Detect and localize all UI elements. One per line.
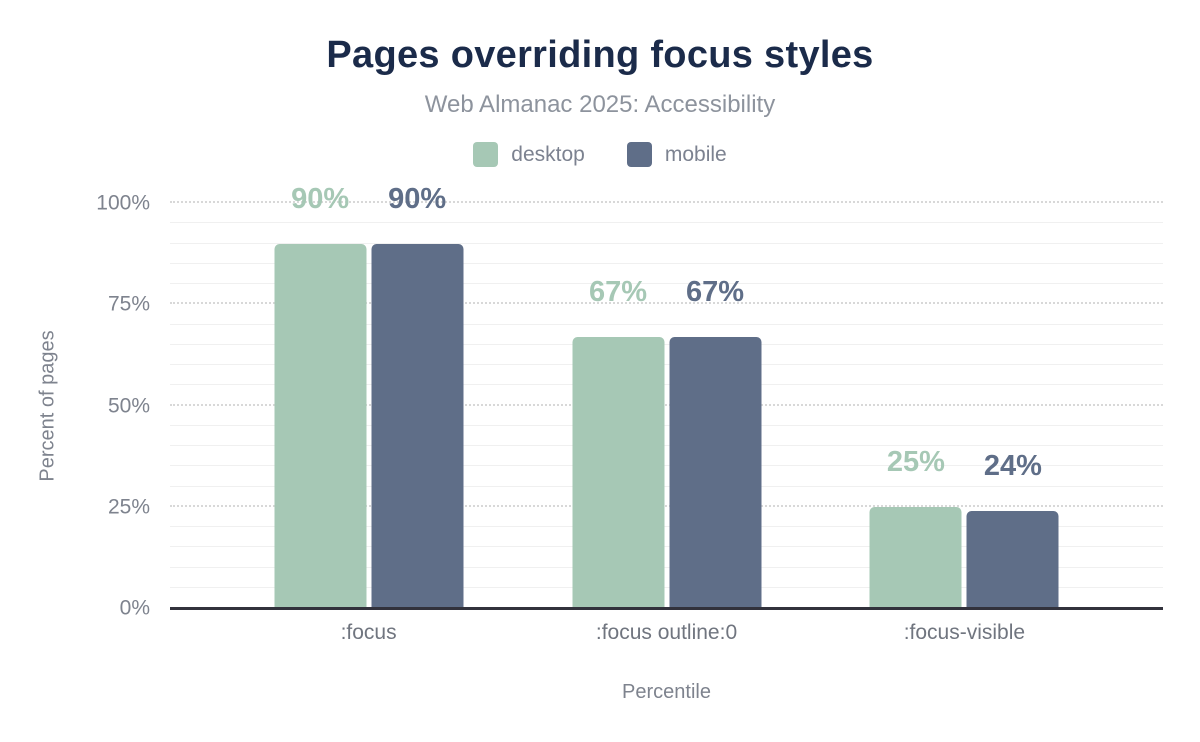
mobile-value-label: 90% (388, 182, 447, 215)
x-axis-category-label: :focus-visible (903, 621, 1026, 644)
chart-title: Pages overriding focus styles (326, 34, 874, 76)
mobile-bar (371, 243, 464, 608)
bar-group: 67% 67% (572, 203, 761, 608)
minor-gridline (170, 586, 1163, 588)
minor-gridline (170, 242, 1163, 244)
desktop-bar-column: 90% (274, 184, 367, 608)
bar-group: 90% 90% (274, 184, 464, 608)
mobile-swatch-icon (626, 142, 652, 167)
y-axis-tick-label: 0% (119, 596, 150, 620)
x-axis-line (170, 607, 1163, 610)
mobile-value-label: 67% (685, 275, 745, 308)
major-gridline (170, 302, 1163, 305)
y-axis-tick-label: 100% (96, 191, 150, 215)
minor-gridline (170, 445, 1163, 446)
mobile-value-label: 24% (983, 449, 1042, 482)
minor-gridline (170, 485, 1163, 487)
y-axis-ticks: 0% 25% 50% 75% 100% (40, 193, 160, 619)
legend: desktop mobile (0, 142, 1200, 167)
minor-gridline (170, 323, 1163, 325)
minor-gridline (170, 222, 1163, 224)
legend-item-mobile[interactable]: mobile (626, 142, 727, 167)
plot-area: 0% 25% 50% 75% 100% 90% 90% :focus 67% 67% :focus… (96, 184, 1163, 644)
mobile-bar-column: 24% (966, 203, 1059, 608)
minor-gridline (170, 465, 1163, 467)
x-axis-category-label: :focus (340, 621, 397, 644)
bar-group: 25% 24% (869, 203, 1059, 608)
desktop-bar (572, 336, 664, 608)
minor-gridline (170, 424, 1163, 426)
mobile-bar-column: 90% (371, 184, 464, 608)
y-axis-tick-label: 25% (107, 495, 150, 519)
desktop-bar-column: 67% (572, 203, 664, 608)
major-gridline (170, 403, 1163, 406)
minor-gridline (170, 546, 1163, 548)
major-gridline (170, 201, 1163, 203)
desktop-value-label: 90% (291, 182, 350, 215)
desktop-swatch-icon (473, 142, 499, 167)
minor-gridline (170, 526, 1163, 527)
desktop-bar (274, 243, 367, 608)
minor-gridline (170, 384, 1163, 386)
x-axis-category-label: :focus outline:0 (595, 621, 738, 644)
mobile-bar-column: 67% (669, 203, 761, 608)
mobile-bar (669, 336, 761, 608)
desktop-value-label: 25% (886, 445, 945, 478)
minor-gridline (170, 343, 1163, 345)
desktop-bar (869, 506, 962, 608)
desktop-bar-column: 25% (869, 203, 962, 608)
minor-gridline (170, 283, 1163, 284)
legend-item-desktop[interactable]: desktop (473, 142, 585, 167)
legend-label: mobile (664, 142, 727, 166)
y-axis-tick-label: 75% (107, 292, 150, 316)
desktop-value-label: 67% (588, 275, 648, 308)
minor-gridline (170, 364, 1163, 365)
chart-subtitle: Web Almanac 2025: Accessibility (424, 91, 776, 118)
mobile-bar (966, 510, 1059, 608)
major-gridline (170, 504, 1163, 507)
x-axis-title: Percentile (622, 681, 711, 703)
minor-gridline (170, 566, 1163, 568)
minor-gridline (170, 262, 1163, 264)
legend-label: desktop (511, 142, 585, 166)
y-axis-tick-label: 50% (107, 394, 150, 417)
